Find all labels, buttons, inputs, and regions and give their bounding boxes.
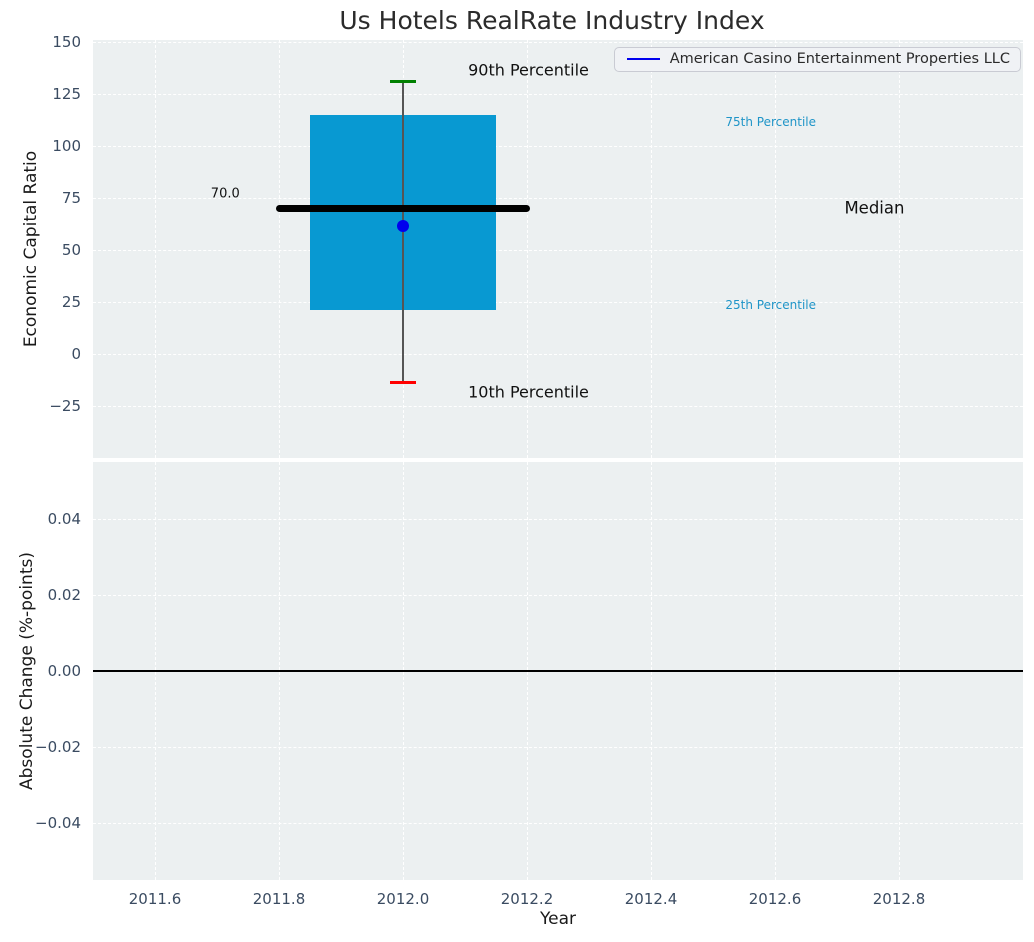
annotation-median: Median (844, 198, 905, 218)
company-marker (397, 220, 409, 233)
gridline-horizontal (93, 302, 1023, 304)
gridline-horizontal (93, 519, 1023, 520)
x-tick-label: 2012.0 (376, 890, 430, 908)
gridline-horizontal (93, 406, 1023, 407)
y-tick-label: 0.00 (47, 662, 81, 680)
gridline-vertical (775, 40, 776, 458)
gridline-horizontal (93, 250, 1023, 252)
gridline-horizontal (93, 747, 1023, 748)
gridline-horizontal (93, 823, 1023, 824)
gridline-vertical (527, 40, 528, 458)
annotation-median-value: 70.0 (210, 186, 240, 202)
whisker-cap-10th (389, 380, 416, 384)
y-tick-label: 0 (71, 345, 81, 364)
legend-line-sample (626, 58, 660, 60)
y-tick-label: −0.04 (35, 814, 81, 832)
chart-title: Us Hotels RealRate Industry Index (339, 6, 765, 35)
y-tick-label: 75 (61, 189, 81, 208)
y-tick-label: 0.02 (47, 586, 81, 604)
y-tick-label: 100 (52, 137, 81, 156)
annotation-90th-percentile: 90th Percentile (468, 60, 589, 80)
y-tick-label: 125 (52, 85, 81, 104)
annotation-25th-percentile: 25th Percentile (725, 298, 816, 313)
x-tick-label: 2012.4 (624, 890, 678, 908)
gridline-horizontal (93, 94, 1023, 96)
y-tick-label: 50 (61, 241, 81, 260)
x-tick-label: 2012.2 (500, 890, 554, 908)
gridline-horizontal (93, 595, 1023, 596)
gridline-vertical (155, 40, 156, 458)
top-axes: American Casino Entertainment Properties… (93, 40, 1023, 458)
gridline-horizontal (93, 354, 1023, 356)
x-tick-label: 2011.6 (128, 890, 182, 908)
gridline-vertical (899, 40, 900, 458)
annotation-10th-percentile: 10th Percentile (468, 382, 589, 402)
bottom-axes (93, 462, 1023, 880)
y-tick-label: 0.04 (47, 510, 81, 528)
median-line (275, 204, 531, 212)
gridline-vertical (651, 40, 652, 458)
whisker-cap-90th (389, 80, 416, 84)
legend-entry-label: American Casino Entertainment Properties… (669, 51, 1010, 67)
x-tick-label: 2011.8 (252, 890, 306, 908)
gridline-horizontal (93, 146, 1023, 148)
y-tick-label: −0.02 (35, 738, 81, 756)
gridline-horizontal (93, 42, 1023, 44)
gridline-horizontal (93, 198, 1023, 200)
y-tick-label: −25 (49, 397, 81, 415)
y-tick-label: 150 (52, 33, 81, 52)
y-tick-label: 25 (61, 293, 81, 312)
legend: American Casino Entertainment Properties… (613, 47, 1021, 72)
zero-line (93, 670, 1023, 672)
x-tick-label: 2012.8 (872, 890, 926, 908)
x-tick-label: 2012.6 (748, 890, 802, 908)
x-axis-label: Year (540, 909, 576, 929)
gridline-vertical (279, 40, 280, 458)
annotation-75th-percentile: 75th Percentile (725, 115, 816, 130)
